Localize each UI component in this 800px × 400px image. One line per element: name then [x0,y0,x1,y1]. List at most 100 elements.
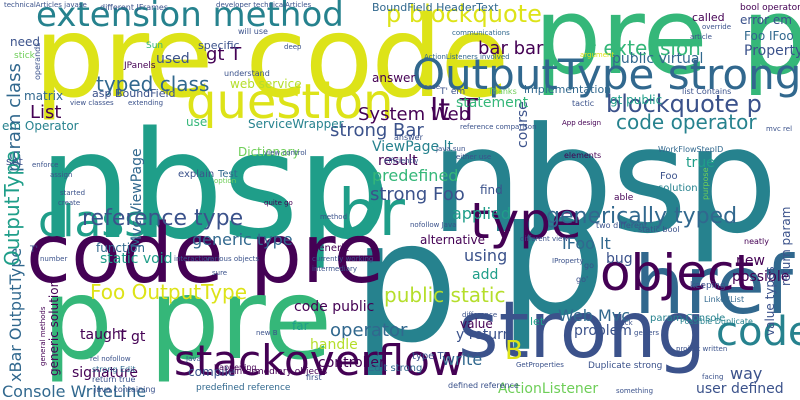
word-using: using [464,246,508,265]
word-typed-class: typed class [96,72,210,96]
word-new-b: new B [256,329,278,337]
word-stick: stick [14,51,35,61]
word-able: able [614,193,634,203]
word-either-use: either use [456,153,492,161]
word-predefined-reference: predefined reference [196,383,291,393]
word-tactic: tactic [572,99,595,108]
word-need: need [10,35,40,49]
word-used: used [156,51,190,67]
word-method: method [320,213,348,221]
word-function: function [96,241,146,255]
word-compile: compile [188,365,236,379]
word-y-return: y return [456,327,512,343]
word-operands: operands [33,42,42,80]
word-elements: elements [564,151,602,160]
word-find: find [480,183,503,197]
word-way: way [730,364,763,383]
word-nofollow-java: nofollow Java [410,221,457,229]
word-bug: bug [606,251,633,267]
word-error-em: error em [740,13,792,27]
word-assign: assign [50,171,73,179]
word-public-virtual: public virtual [612,51,704,67]
word-write: write [442,350,483,369]
word-two-different: two different [596,221,648,230]
word-app-design: App design [562,119,602,127]
word-reference-comparison: reference comparison [460,123,537,131]
word-p-blockquote: p blockquote [386,0,542,28]
word-add: add [472,267,499,283]
word-case: case [424,83,441,91]
word-go-prime: go' [576,275,589,284]
word-reference-type: reference type [82,206,244,231]
word-nbsp-large-left: nbsp [38,100,391,272]
word-mvc-viewpage: Mvc ViewPage [129,148,145,248]
word-gt-t: gt T [206,44,242,65]
word-web-service: web service [230,77,302,91]
word-argument: argument [580,51,615,59]
word-go: go [584,261,594,270]
word-public-static: public static [384,283,506,307]
word-object: object [600,244,755,302]
word-bar-bar: bar bar [478,38,544,59]
word-java-sun: java sun [436,145,466,153]
word-use: use [186,115,208,129]
word-explain: explain [178,169,215,180]
word-currently-working: currently working [312,255,374,263]
word-duplicate-strong: Duplicate strong [588,361,663,371]
word-facing: facing [702,373,724,381]
word-new: new [736,253,765,269]
word-linkedlist: LinkedList [704,295,745,304]
word-p-center-left: p [352,184,459,380]
word-actionlisteners-involved: ActionListeners involved [424,53,510,61]
word-java-containing: Java containing [94,385,156,394]
word-edit-strong: Edit strong [368,363,423,374]
word-t-prime-em: T' em [440,87,466,97]
word-quite-go: quite go [264,199,293,207]
word-console-writeline: Console WriteLine [2,382,147,400]
word-intermediary-objects: intermediary objects [234,367,328,377]
word-technicalarticles-javase: technicalArticles javase [4,1,87,9]
word-asp-boundfield: asp BoundField [92,87,176,100]
word-keeping: keeping [690,281,726,291]
word-taught: taught [80,327,127,343]
word-possible-duplicate: Possible Duplicate [680,317,753,326]
word-result: result [378,153,418,169]
word-option: option [214,177,237,185]
word-project-written: project written [676,345,728,353]
word-nbsp-large-right: nbsp [430,96,778,266]
word-extending: extending [128,99,164,107]
word-stackoverflow: stackoverflow [174,336,465,385]
word-type-t-prime: type T' [412,351,447,362]
word-create: create [58,199,81,207]
word-outputtype-strong: OutputType strong [412,50,800,99]
word-different-view: different view [520,235,569,243]
word-static-bool: static bool [638,225,680,234]
word-bool-operator: bool operator [740,3,800,13]
word-type: type [470,192,582,250]
word-value-types: value types [763,266,777,336]
word-first: first [306,373,322,382]
word-number: number [40,255,68,263]
word-article: article [690,33,712,41]
word-system-web: System Web [358,104,471,125]
word-intermediary: intermediary [312,265,358,273]
word-href: href [634,239,794,332]
word-something: something [616,387,654,395]
word-enforce: enforce [32,161,59,169]
word-actionlistener: ActionListener [498,381,599,397]
word-iproperty: IProperty [552,257,584,265]
word-foo-ifoo: Foo IFoo [744,29,794,43]
word-question: question [186,74,394,130]
word-controller: controller [318,355,385,371]
word-predefined: predefined [372,166,459,185]
word-boundfield-headertext: BoundField HeaderText [372,1,499,14]
word-override: override [702,23,732,31]
word-answer: answer [372,71,416,85]
word-neatly: neatly [744,237,769,246]
word-property: Property [744,43,800,59]
word-view-classes: view classes [70,99,114,107]
word-signature: signature [72,365,138,381]
word-code-public: code public [294,299,375,315]
word-operator: operator [330,320,408,341]
word-workflowstepid: WorkFlowStepID [658,145,724,154]
